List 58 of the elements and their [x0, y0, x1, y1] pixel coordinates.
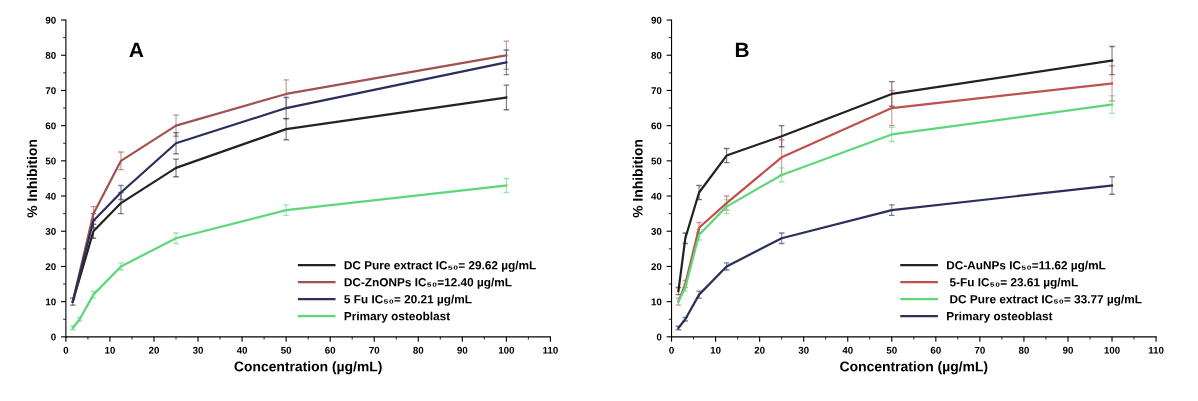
x-tick-label: 110 [543, 346, 558, 354]
y-axis-title: % Inhibition [26, 139, 38, 218]
text: A [129, 42, 144, 58]
x-tick-label: 60 [325, 346, 336, 354]
legend-label: DC Pure extract IC₅₀= 33.77 µg/mL [950, 294, 1142, 306]
x-tick-label: 90 [1062, 346, 1073, 354]
y-tick-label: 90 [45, 16, 56, 24]
y-tick-label: 40 [45, 192, 56, 200]
x-tick-label: 80 [413, 346, 424, 354]
y-tick-label: 60 [651, 122, 662, 130]
y-axis-title: % Inhibition [632, 139, 643, 218]
legend-label: Primary osteoblast [947, 311, 1053, 323]
x-tick-label: 100 [1104, 346, 1120, 354]
y-tick-label: 50 [45, 157, 56, 165]
y-tick-label: 50 [651, 157, 662, 165]
x-tick-label: 10 [710, 346, 721, 354]
x-tick-label: 50 [886, 346, 897, 354]
y-tick-label: 0 [51, 333, 56, 341]
x-tick-label: 20 [148, 346, 159, 354]
x-tick-label: 70 [369, 346, 380, 354]
y-tick-label: 70 [45, 87, 56, 95]
x-tick-label: 50 [281, 346, 292, 354]
x-tick-label: 80 [1018, 346, 1029, 354]
y-tick-label: 60 [45, 122, 56, 130]
x-tick-label: 90 [457, 346, 468, 354]
y-tick-label: 80 [651, 51, 662, 59]
y-tick-label: 90 [651, 16, 662, 24]
y-tick-label: 70 [651, 87, 662, 95]
y-tick-label: 80 [45, 51, 56, 59]
x-tick-label: 0 [669, 346, 674, 354]
legend-label: 5-Fu IC₅₀= 23.61 µg/mL [949, 277, 1078, 289]
text: B [735, 42, 749, 58]
x-tick-label: 70 [974, 346, 985, 354]
y-tick-label: 30 [651, 227, 662, 235]
x-tick-label: 30 [192, 346, 204, 354]
y-tick-label: 20 [45, 263, 56, 271]
y-tick-label: 20 [651, 263, 662, 271]
legend-label: Primary osteoblast [344, 311, 451, 323]
y-tick-label: 40 [651, 192, 662, 200]
x-axis-title: Concentration (µg/mL) [234, 361, 382, 375]
y-tick-label: 10 [45, 298, 56, 306]
x-tick-label: 100 [498, 346, 515, 354]
legend-label: DC Pure extract IC₅₀= 29.62 µg/mL [344, 260, 536, 272]
legend-label: DC-ZnONPs IC₅₀=12.40 µg/mL [344, 277, 512, 289]
x-tick-label: 110 [1148, 346, 1164, 354]
y-tick-label: 0 [656, 333, 662, 341]
legend-label: 5 Fu IC₅₀= 20.21 µg/mL [344, 294, 472, 306]
x-tick-label: 30 [798, 346, 809, 354]
x-tick-label: 10 [105, 346, 115, 354]
y-tick-label: 10 [651, 298, 662, 306]
x-tick-label: 60 [930, 346, 941, 354]
y-tick-label: 30 [45, 227, 56, 235]
legend-label: DC-AuNPs IC₅₀=11.62 µg/mL [947, 260, 1106, 272]
x-tick-label: 20 [754, 346, 765, 354]
x-tick-label: 40 [842, 346, 853, 354]
x-axis-title: Concentration (µg/mL) [840, 361, 988, 375]
x-tick-label: 40 [236, 346, 248, 354]
x-tick-label: 0 [63, 346, 69, 354]
